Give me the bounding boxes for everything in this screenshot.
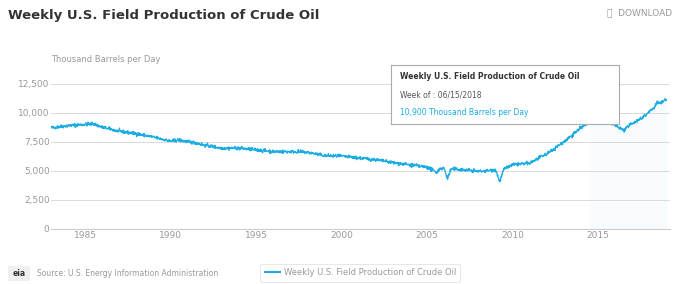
Text: eia: eia	[12, 269, 26, 278]
Text: Thousand Barrels per Day: Thousand Barrels per Day	[51, 55, 160, 64]
Text: Week of : 06/15/2018: Week of : 06/15/2018	[400, 91, 481, 100]
Text: Weekly U.S. Field Production of Crude Oil: Weekly U.S. Field Production of Crude Oi…	[8, 9, 320, 22]
Text: Weekly U.S. Field Production of Crude Oil: Weekly U.S. Field Production of Crude Oi…	[400, 72, 579, 81]
Text: Source: U.S. Energy Information Administration: Source: U.S. Energy Information Administ…	[37, 269, 219, 278]
Legend: Weekly U.S. Field Production of Crude Oil: Weekly U.S. Field Production of Crude Oi…	[260, 264, 460, 282]
Text: ⤓  DOWNLOAD: ⤓ DOWNLOAD	[607, 9, 672, 18]
Text: 10,900 Thousand Barrels per Day: 10,900 Thousand Barrels per Day	[400, 108, 528, 117]
